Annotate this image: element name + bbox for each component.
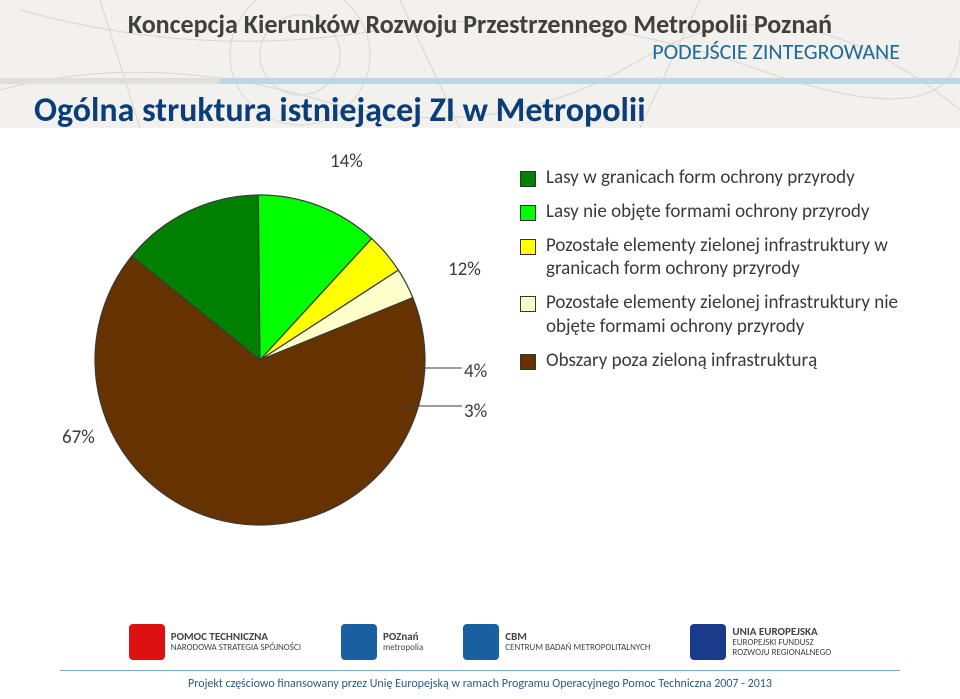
logo-label: POZnańmetropolia — [383, 631, 423, 653]
logo-icon — [341, 624, 377, 660]
logo-poznan-metropolia: POZnańmetropolia — [341, 621, 423, 663]
legend-swatch — [520, 205, 536, 221]
logo-icon — [129, 624, 165, 660]
chart-area: Lasy w granicach form ochrony przyrody La… — [50, 160, 910, 540]
footer-rule — [60, 670, 900, 671]
logo-icon — [463, 624, 499, 660]
legend-label: Lasy nie objęte formami ochrony przyrody — [546, 200, 870, 224]
footer-text: Projekt częściowo finansowany przez Unię… — [0, 677, 960, 691]
footer-logos: POMOC TECHNICZNANARODOWA STRATEGIA SPÓJN… — [0, 621, 960, 663]
header-title: Koncepcja Kierunków Rozwoju Przestrzenne… — [0, 8, 960, 40]
pct-label: 3% — [464, 400, 487, 423]
legend-swatch — [520, 354, 536, 370]
legend-item: Pozostałe elementy zielonej infrastruktu… — [520, 234, 900, 282]
logo-ue-efrr: UNIA EUROPEJSKAEUROPEJSKI FUNDUSZROZWOJU… — [690, 621, 831, 663]
pct-label: 14% — [330, 150, 363, 173]
legend-item: Obszary poza zieloną infrastrukturą — [520, 349, 900, 373]
legend-label: Pozostałe elementy zielonej infrastruktu… — [546, 234, 900, 282]
legend-label: Obszary poza zieloną infrastrukturą — [546, 349, 817, 373]
section-title: Ogólna struktura istniejącej ZI w Metrop… — [34, 90, 646, 131]
legend: Lasy w granicach form ochrony przyrody La… — [520, 166, 900, 382]
logo-icon — [690, 624, 726, 660]
logo-cbm: CBMCENTRUM BADAŃ METROPOLITALNYCH — [463, 621, 650, 663]
legend-label: Pozostałe elementy zielonej infrastruktu… — [546, 291, 900, 339]
legend-item: Lasy w granicach form ochrony przyrody — [520, 166, 900, 190]
logo-label: CBMCENTRUM BADAŃ METROPOLITALNYCH — [505, 631, 650, 653]
legend-item: Pozostałe elementy zielonej infrastruktu… — [520, 291, 900, 339]
legend-swatch — [520, 171, 536, 187]
header-subtitle: PODEJŚCIE ZINTEGROWANE — [0, 38, 960, 65]
legend-label: Lasy w granicach form ochrony przyrody — [546, 166, 855, 190]
legend-swatch — [520, 239, 536, 255]
pct-label: 12% — [448, 258, 481, 281]
logo-label: POMOC TECHNICZNANARODOWA STRATEGIA SPÓJN… — [171, 631, 301, 653]
legend-item: Lasy nie objęte formami ochrony przyrody — [520, 200, 900, 224]
pct-label: 67% — [62, 426, 95, 449]
logo-pomoc-techniczna: POMOC TECHNICZNANARODOWA STRATEGIA SPÓJN… — [129, 621, 301, 663]
header-rule — [0, 78, 960, 84]
pie-chart — [50, 160, 510, 560]
legend-swatch — [520, 296, 536, 312]
pct-label: 4% — [464, 360, 487, 383]
page-header: Koncepcja Kierunków Rozwoju Przestrzenne… — [0, 8, 960, 65]
logo-label: UNIA EUROPEJSKAEUROPEJSKI FUNDUSZROZWOJU… — [732, 626, 831, 658]
